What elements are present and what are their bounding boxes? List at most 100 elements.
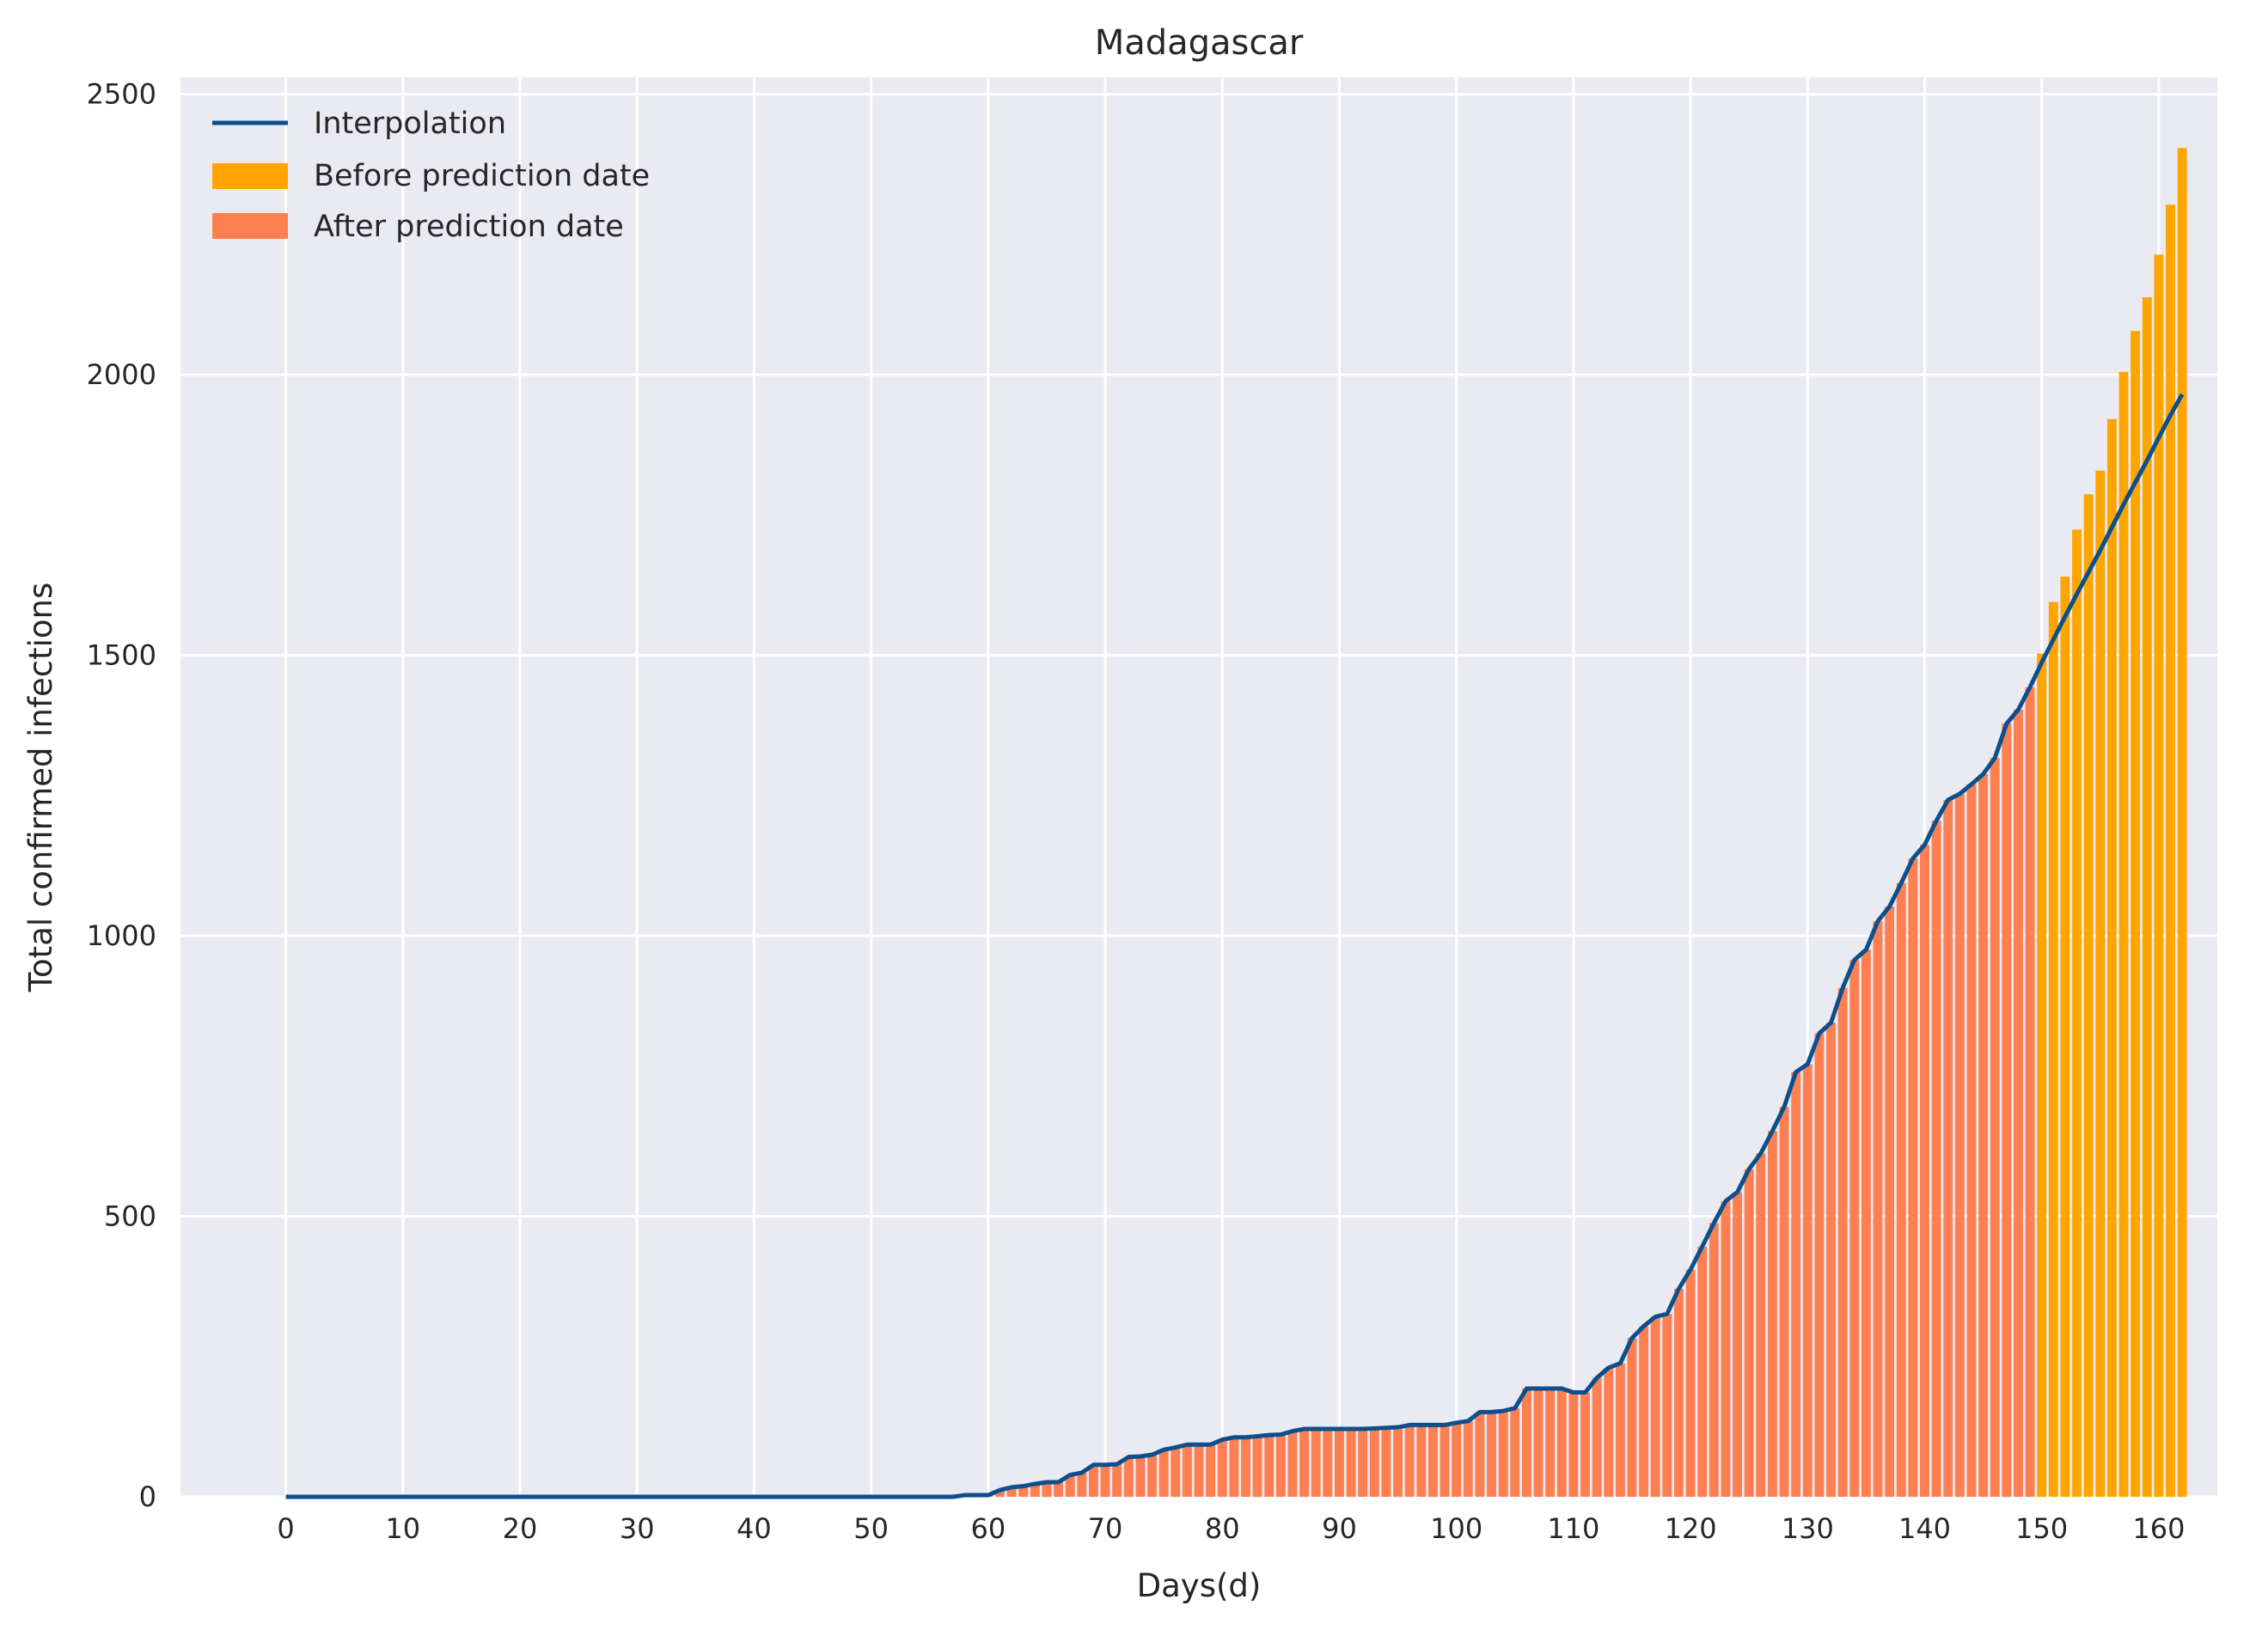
bar xyxy=(1733,1192,1742,1497)
bar xyxy=(1849,960,1860,1497)
x-tick-label: 90 xyxy=(1322,1512,1357,1545)
bar xyxy=(2106,418,2117,1498)
bar xyxy=(2166,205,2175,1498)
bar xyxy=(1381,1427,1391,1497)
bar xyxy=(1171,1447,1181,1497)
bar xyxy=(1521,1388,1531,1497)
bar xyxy=(1674,1288,1684,1497)
bar xyxy=(2142,296,2152,1498)
bar xyxy=(1275,1434,1286,1497)
legend-label-before-prediction: Before prediction date xyxy=(314,159,650,193)
x-tick-label: 10 xyxy=(385,1512,420,1545)
bar xyxy=(1685,1269,1696,1497)
bar xyxy=(1954,793,1965,1497)
bar xyxy=(1861,949,1871,1497)
legend-swatch-after-prediction xyxy=(212,213,288,239)
x-tick-label: 0 xyxy=(277,1512,294,1545)
bar xyxy=(1721,1200,1731,1497)
bar xyxy=(1194,1444,1204,1497)
bar xyxy=(1088,1464,1098,1497)
bar xyxy=(1123,1456,1134,1497)
bar xyxy=(1826,1023,1836,1497)
bar xyxy=(1627,1338,1637,1497)
bar xyxy=(1662,1314,1672,1497)
bar xyxy=(1873,921,1883,1497)
bar xyxy=(1498,1411,1508,1497)
bar xyxy=(1545,1388,1556,1497)
bar xyxy=(1440,1425,1450,1497)
bar xyxy=(1487,1412,1496,1497)
bar xyxy=(2177,148,2187,1497)
bar xyxy=(2025,687,2035,1497)
bar xyxy=(1837,987,1848,1497)
x-tick-label: 150 xyxy=(2015,1512,2068,1545)
bar xyxy=(1135,1456,1146,1497)
bar xyxy=(1920,845,1929,1497)
bar xyxy=(1533,1388,1544,1497)
legend: Interpolation Before prediction date Aft… xyxy=(212,107,650,244)
legend-swatch-before-prediction xyxy=(212,163,288,189)
bar xyxy=(1990,758,2000,1497)
bar xyxy=(1393,1427,1403,1497)
bar xyxy=(1966,784,1977,1497)
y-tick-label: 2000 xyxy=(87,358,156,391)
bar xyxy=(1908,858,1918,1497)
bar xyxy=(1077,1472,1087,1497)
x-ticks: 0 10 20 30 40 50 60 70 80 90 100 110 120 130 140 150 160 xyxy=(277,1512,2185,1545)
bar xyxy=(1885,907,1895,1497)
y-tick-label: 2500 xyxy=(87,78,156,111)
bar xyxy=(1404,1425,1415,1497)
bar xyxy=(1030,1483,1040,1497)
bar xyxy=(2095,470,2106,1498)
bar xyxy=(1346,1428,1356,1497)
x-tick-label: 100 xyxy=(1430,1512,1482,1545)
chart-title: Madagascar xyxy=(1095,23,1304,63)
bar xyxy=(1767,1131,1777,1497)
bar xyxy=(1158,1450,1169,1497)
bar xyxy=(1802,1064,1813,1497)
bar xyxy=(1592,1377,1602,1497)
bar xyxy=(1475,1412,1485,1497)
bar xyxy=(1604,1367,1614,1497)
bar xyxy=(1556,1388,1567,1497)
bar xyxy=(1650,1316,1660,1497)
bar xyxy=(1463,1420,1473,1497)
bar xyxy=(1452,1422,1462,1497)
bar xyxy=(2014,709,2023,1497)
x-tick-label: 70 xyxy=(1088,1512,1123,1545)
bar xyxy=(1568,1392,1579,1497)
bar xyxy=(1018,1486,1029,1497)
bar xyxy=(1779,1107,1789,1497)
bar xyxy=(2083,494,2094,1497)
bar xyxy=(2072,529,2082,1497)
x-tick-label: 160 xyxy=(2132,1512,2185,1545)
bar xyxy=(1065,1474,1075,1497)
bar xyxy=(1814,1033,1825,1497)
bar xyxy=(1931,821,1941,1497)
interpolation-line-group xyxy=(285,393,2185,1499)
bar xyxy=(1323,1428,1333,1497)
x-tick-label: 30 xyxy=(620,1512,655,1545)
bar xyxy=(1182,1444,1192,1497)
bar xyxy=(1252,1436,1262,1497)
x-axis-label: Days(d) xyxy=(1137,1567,1262,1604)
bar xyxy=(1299,1428,1310,1497)
bar xyxy=(1006,1487,1017,1497)
legend-label-after-prediction: After prediction date xyxy=(314,210,624,244)
bar xyxy=(2060,577,2070,1497)
bar xyxy=(1943,800,1953,1497)
bar xyxy=(1369,1428,1379,1497)
x-tick-label: 50 xyxy=(853,1512,889,1545)
bar xyxy=(1054,1482,1063,1497)
bar xyxy=(1416,1425,1427,1497)
bar xyxy=(2154,254,2164,1497)
y-tick-label: 0 xyxy=(139,1480,156,1513)
y-ticks: 0 500 1000 1500 2000 2500 xyxy=(87,78,156,1513)
bar xyxy=(1042,1482,1052,1497)
bar xyxy=(1580,1392,1590,1497)
bar xyxy=(1100,1464,1110,1497)
bar xyxy=(1335,1428,1344,1497)
interpolation-line xyxy=(285,393,2185,1499)
y-tick-label: 500 xyxy=(104,1200,156,1233)
bar xyxy=(1229,1437,1239,1497)
